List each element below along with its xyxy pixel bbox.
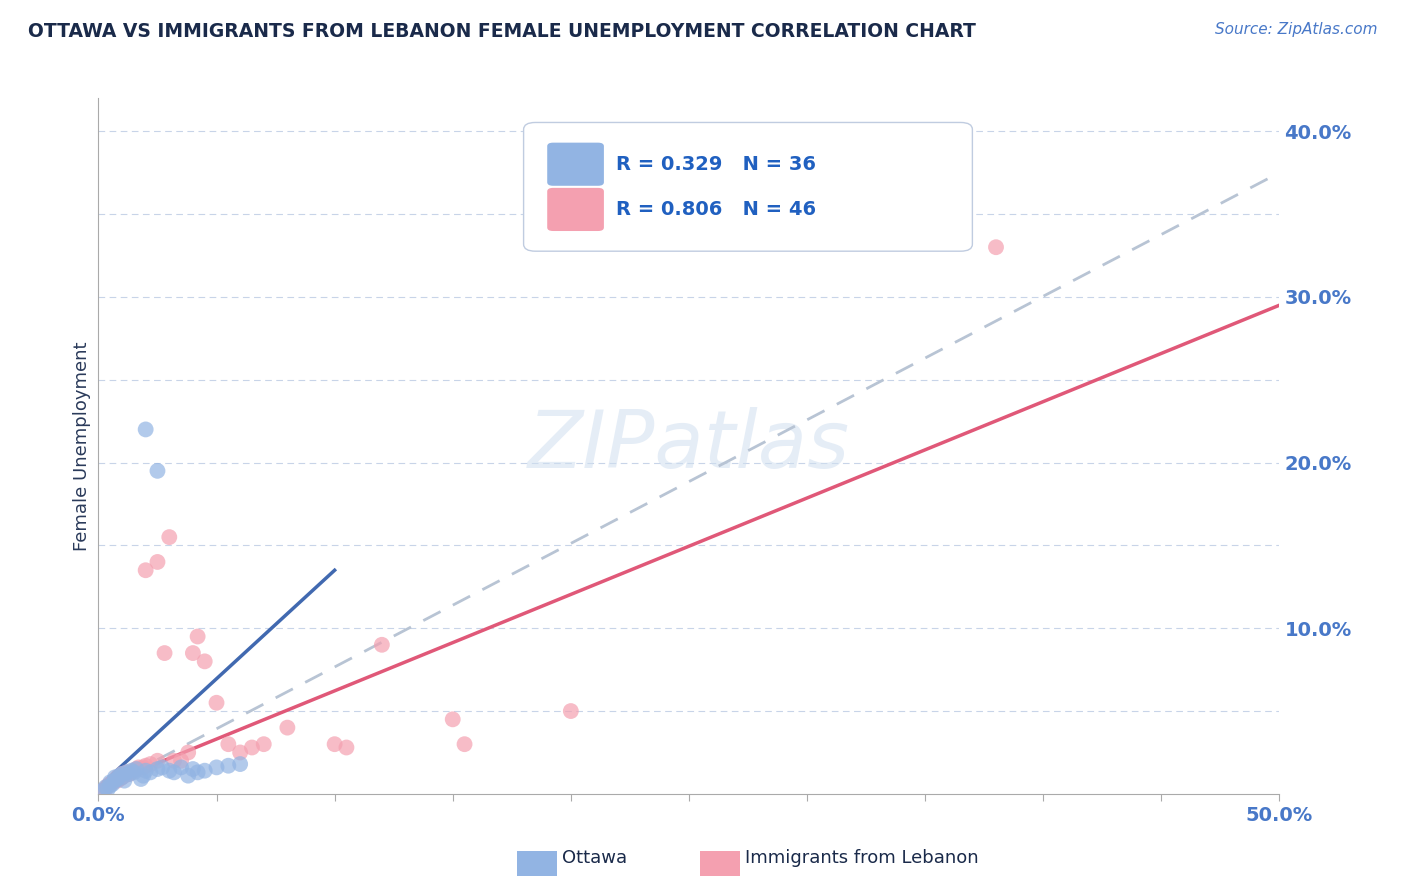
Point [94,781,117,796]
Point [170,760,193,774]
Point [104,773,127,788]
Point [371,638,394,652]
Point [187,765,209,780]
Point [122,764,145,778]
Text: R = 0.329   N = 36: R = 0.329 N = 36 [616,154,815,174]
Point [94,780,117,795]
Point [153,646,176,660]
Text: R = 0.806   N = 46: R = 0.806 N = 46 [616,200,815,219]
Point [170,754,193,768]
Point [121,765,143,780]
Point [122,765,145,780]
Point [187,630,209,644]
Point [205,760,228,774]
Point [181,646,204,660]
FancyBboxPatch shape [523,122,973,252]
Point [335,740,357,755]
Point [984,240,1007,254]
Point [98,779,121,793]
Point [132,769,155,783]
Point [121,764,143,778]
Point [104,773,127,788]
Point [157,530,180,544]
Point [146,555,169,569]
Point [111,767,134,781]
Point [105,772,128,786]
Point [118,767,141,781]
Point [101,777,124,791]
Point [453,737,475,751]
Point [217,737,239,751]
Point [135,758,157,772]
Point [115,765,138,780]
Point [146,464,169,478]
Point [111,770,134,784]
Point [163,754,186,768]
Point [104,770,127,784]
Point [276,721,298,735]
Point [97,779,120,793]
Point [111,767,134,781]
Point [98,775,121,789]
Point [177,746,200,760]
Point [323,737,346,751]
Point [253,737,276,751]
Y-axis label: Female Unemployment: Female Unemployment [73,342,91,550]
Point [229,757,252,772]
Point [98,777,121,791]
Point [105,770,128,784]
Point [125,762,148,776]
Point [146,754,169,768]
Point [194,764,217,778]
Point [157,764,180,778]
Point [132,760,155,774]
Point [91,783,114,797]
Point [240,740,263,755]
Point [135,563,157,577]
Point [112,773,135,788]
Text: Source: ZipAtlas.com: Source: ZipAtlas.com [1215,22,1378,37]
Point [91,783,114,797]
Point [105,773,128,788]
Point [111,770,134,784]
Point [150,760,173,774]
FancyBboxPatch shape [547,143,605,186]
Point [146,762,169,776]
Point [101,775,124,789]
Point [118,767,141,781]
Point [217,758,239,772]
Point [177,769,200,783]
Point [139,765,162,780]
Point [194,654,217,668]
Text: OTTAWA VS IMMIGRANTS FROM LEBANON FEMALE UNEMPLOYMENT CORRELATION CHART: OTTAWA VS IMMIGRANTS FROM LEBANON FEMALE… [28,22,976,41]
Point [108,772,131,786]
Text: Immigrants from Lebanon: Immigrants from Lebanon [745,849,979,867]
Point [129,762,152,776]
Point [139,757,162,772]
Point [205,696,228,710]
Text: Ottawa: Ottawa [562,849,627,867]
FancyBboxPatch shape [547,188,605,231]
Point [125,762,148,776]
Point [115,765,138,780]
Point [163,765,186,780]
Point [181,762,204,776]
Point [128,760,150,774]
Point [135,422,157,436]
Point [97,781,120,796]
Point [112,769,135,783]
Point [441,712,464,726]
Point [229,746,252,760]
Point [129,772,152,786]
Point [135,764,157,778]
Point [108,769,131,783]
Text: ZIPatlas: ZIPatlas [527,407,851,485]
Point [560,704,582,718]
